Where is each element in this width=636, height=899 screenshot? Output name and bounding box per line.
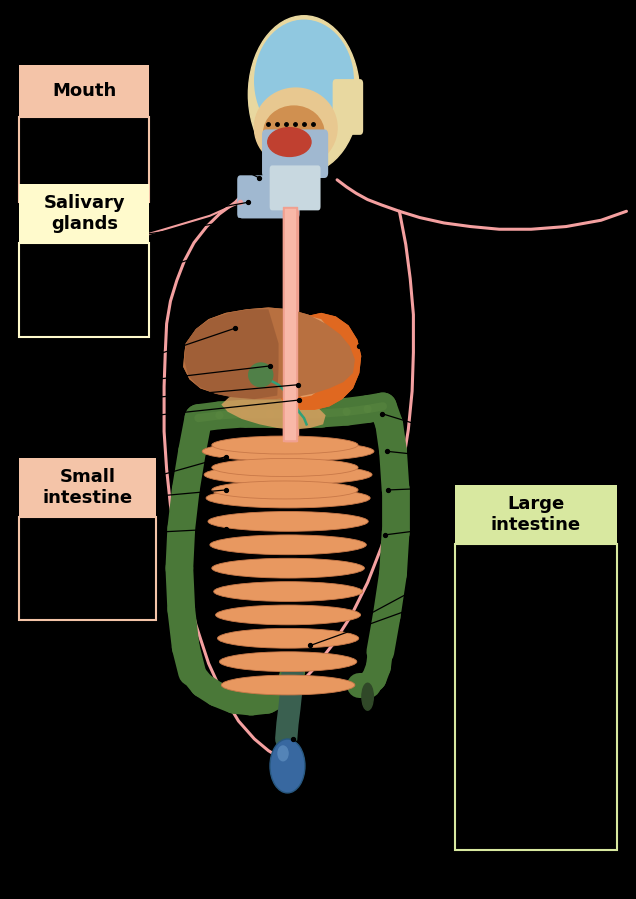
FancyBboxPatch shape [333,79,363,135]
Ellipse shape [218,628,359,648]
Ellipse shape [212,458,358,476]
Ellipse shape [210,535,366,555]
Ellipse shape [277,745,289,761]
Ellipse shape [214,582,363,601]
Text: Salivary
glands: Salivary glands [43,194,125,233]
Ellipse shape [212,558,364,578]
FancyBboxPatch shape [237,175,300,218]
FancyBboxPatch shape [262,129,328,178]
Polygon shape [184,309,279,399]
Text: Small
intestine: Small intestine [43,468,132,507]
Polygon shape [183,307,355,399]
Polygon shape [277,313,361,410]
Polygon shape [184,309,279,399]
Bar [19,517,156,620]
Bar [455,485,617,544]
Text: Large
intestine: Large intestine [491,495,581,534]
Ellipse shape [219,652,357,672]
Ellipse shape [362,683,373,710]
Ellipse shape [221,675,355,695]
Bar [19,458,156,517]
Ellipse shape [254,20,354,141]
Ellipse shape [206,488,370,508]
Polygon shape [183,307,355,399]
Bar [19,184,149,243]
Ellipse shape [264,106,324,160]
Ellipse shape [254,88,337,167]
Ellipse shape [268,128,311,156]
Ellipse shape [212,481,358,499]
Bar [19,117,149,202]
Ellipse shape [202,441,374,461]
Ellipse shape [248,362,273,387]
Ellipse shape [216,605,361,625]
Polygon shape [277,313,361,410]
Ellipse shape [263,375,274,388]
FancyBboxPatch shape [270,165,321,210]
Polygon shape [294,316,334,397]
Ellipse shape [204,465,372,485]
Ellipse shape [270,739,305,793]
Ellipse shape [248,15,360,173]
Ellipse shape [208,512,368,531]
Bar [19,243,149,337]
Text: Mouth: Mouth [52,82,116,100]
Polygon shape [221,388,326,430]
Ellipse shape [248,362,273,387]
Bar [19,65,149,117]
Ellipse shape [212,436,358,454]
Bar [455,544,617,850]
